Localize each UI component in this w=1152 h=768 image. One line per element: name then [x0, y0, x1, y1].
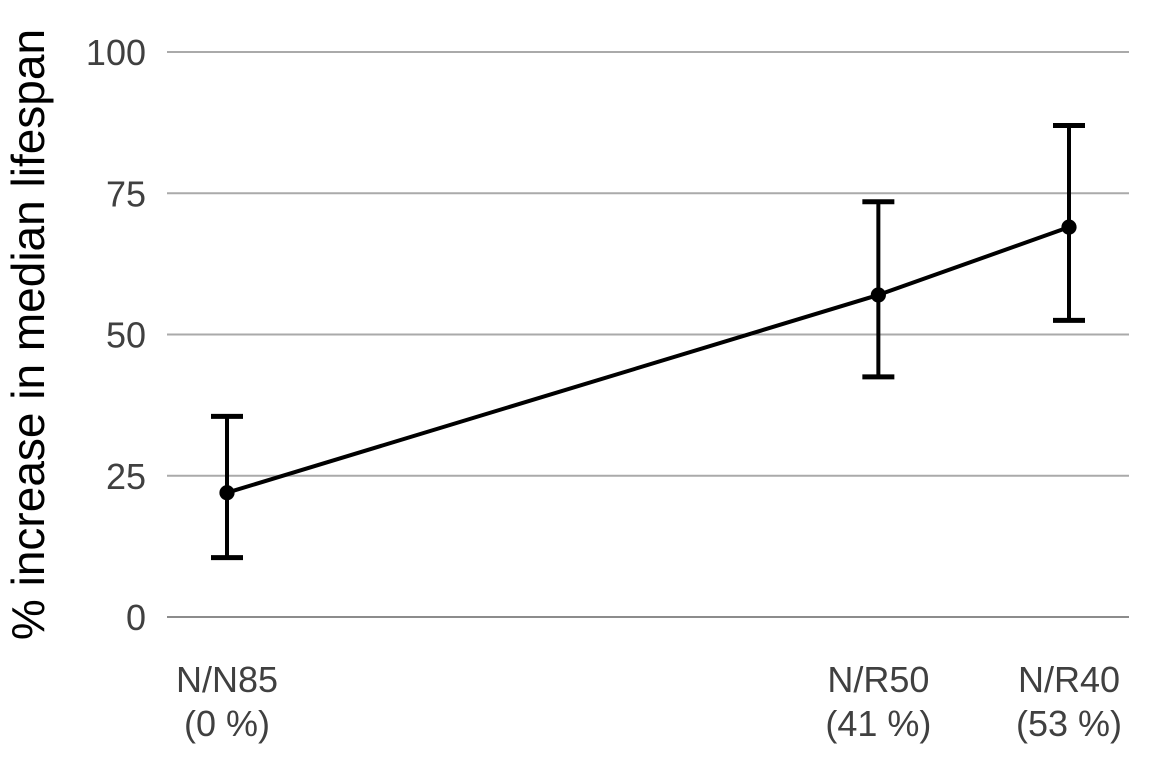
data-point-marker: [1061, 219, 1077, 235]
y-tick-label: 50: [106, 315, 146, 356]
y-tick-label: 0: [126, 597, 146, 638]
y-tick-label: 100: [86, 32, 146, 73]
data-point-marker: [870, 287, 886, 303]
y-tick-label: 25: [106, 456, 146, 497]
x-tick-label-group: N/N85: [176, 659, 278, 700]
x-tick-label-percent: (0 %): [184, 703, 270, 744]
data-point-marker: [219, 485, 235, 501]
x-tick-label-percent: (41 %): [825, 703, 931, 744]
data-line: [226, 225, 1070, 495]
x-tick-label-percent: (53 %): [1016, 703, 1122, 744]
x-tick-label-group: N/R40: [1018, 659, 1120, 700]
y-axis-label: % increase in median lifespan: [2, 29, 54, 640]
x-tick-label-group: N/R50: [827, 659, 929, 700]
y-tick-label: 75: [106, 173, 146, 214]
